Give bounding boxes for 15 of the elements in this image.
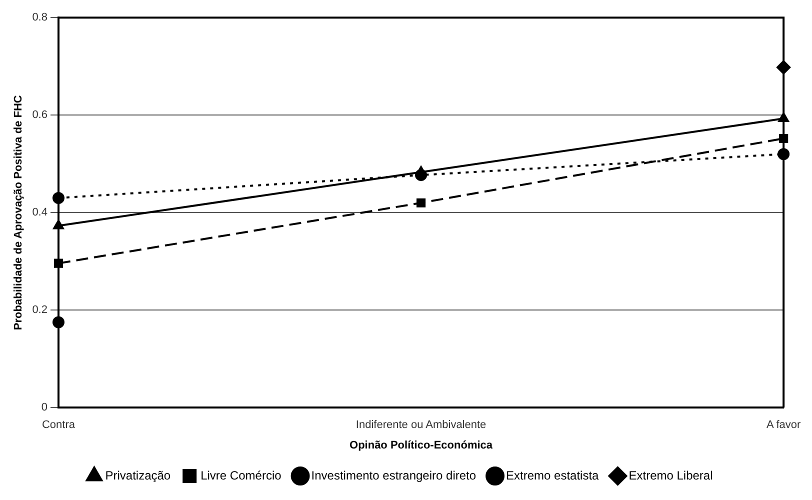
legend-label: Investimento estrangeiro direto: [311, 468, 476, 482]
x-axis-title: Opinão Político-Económica: [350, 439, 494, 452]
x-tick-label: A favor: [766, 419, 802, 432]
legend-label: Extremo estatista: [506, 468, 600, 482]
y-tick-label: 0.8: [32, 12, 48, 24]
x-tick-label: Contra: [42, 419, 76, 432]
legend-label: Extremo Liberal: [628, 468, 713, 482]
x-tick-label: Indiferente ou Ambivalente: [356, 419, 486, 432]
y-tick-label: 0.4: [32, 206, 48, 219]
legend-label: Livre Comércio: [200, 468, 282, 482]
y-axis-title: Probabilidade de Aprovação Positiva de FHC: [12, 95, 25, 330]
y-tick-label: 0: [41, 402, 48, 414]
legend-label: Privatização: [105, 468, 171, 482]
y-tick-label: 0.6: [32, 109, 48, 122]
y-tick-label: 0.2: [32, 304, 48, 316]
